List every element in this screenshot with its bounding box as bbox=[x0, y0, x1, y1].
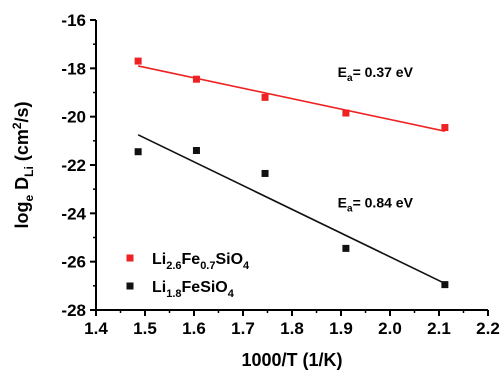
legend-label-black: Li1.8FeSiO4 bbox=[152, 279, 235, 300]
x-tick-label: 1.5 bbox=[133, 319, 157, 338]
activation-energy-label-black: Ea= 0.84 eV bbox=[338, 194, 414, 214]
y-tick-label: -18 bbox=[61, 59, 86, 78]
data-point-black bbox=[134, 148, 142, 156]
y-tick-label: -28 bbox=[61, 301, 86, 320]
x-tick-label: 1.7 bbox=[231, 319, 255, 338]
y-axis-title: loge DLi (cm2/s) bbox=[10, 101, 36, 228]
x-tick-label: 2.1 bbox=[427, 319, 451, 338]
y-tick-label: -22 bbox=[61, 156, 86, 175]
y-tick-label: -16 bbox=[61, 11, 86, 30]
data-point-red bbox=[134, 57, 142, 65]
legend-marker-black bbox=[126, 282, 134, 290]
activation-energy-label-red: Ea= 0.37 eV bbox=[338, 64, 414, 84]
data-point-black bbox=[192, 147, 200, 154]
data-point-red bbox=[261, 93, 269, 101]
legend-label-red: Li2.6Fe0.7SiO4 bbox=[152, 251, 250, 272]
x-tick-label: 2.2 bbox=[476, 319, 500, 338]
y-tick-label: -20 bbox=[61, 108, 86, 127]
fit-line-black bbox=[137, 134, 446, 285]
y-tick-label: -24 bbox=[61, 204, 86, 223]
data-point-black bbox=[342, 244, 350, 252]
x-tick-label: 1.6 bbox=[182, 319, 206, 338]
x-axis-title: 1000/T (1/K) bbox=[241, 350, 342, 370]
x-tick-label: 1.4 bbox=[84, 319, 108, 338]
x-tick-label: 2.0 bbox=[378, 319, 402, 338]
data-point-black bbox=[261, 169, 269, 177]
x-tick-label: 1.9 bbox=[329, 319, 353, 338]
data-point-red bbox=[342, 109, 350, 117]
data-point-black bbox=[441, 281, 449, 289]
data-point-red bbox=[192, 75, 200, 83]
x-tick-label: 1.8 bbox=[280, 319, 304, 338]
fit-line-red bbox=[137, 65, 446, 132]
y-tick-label: -26 bbox=[61, 253, 86, 272]
data-point-red bbox=[441, 124, 449, 132]
legend-marker-red bbox=[126, 254, 134, 262]
